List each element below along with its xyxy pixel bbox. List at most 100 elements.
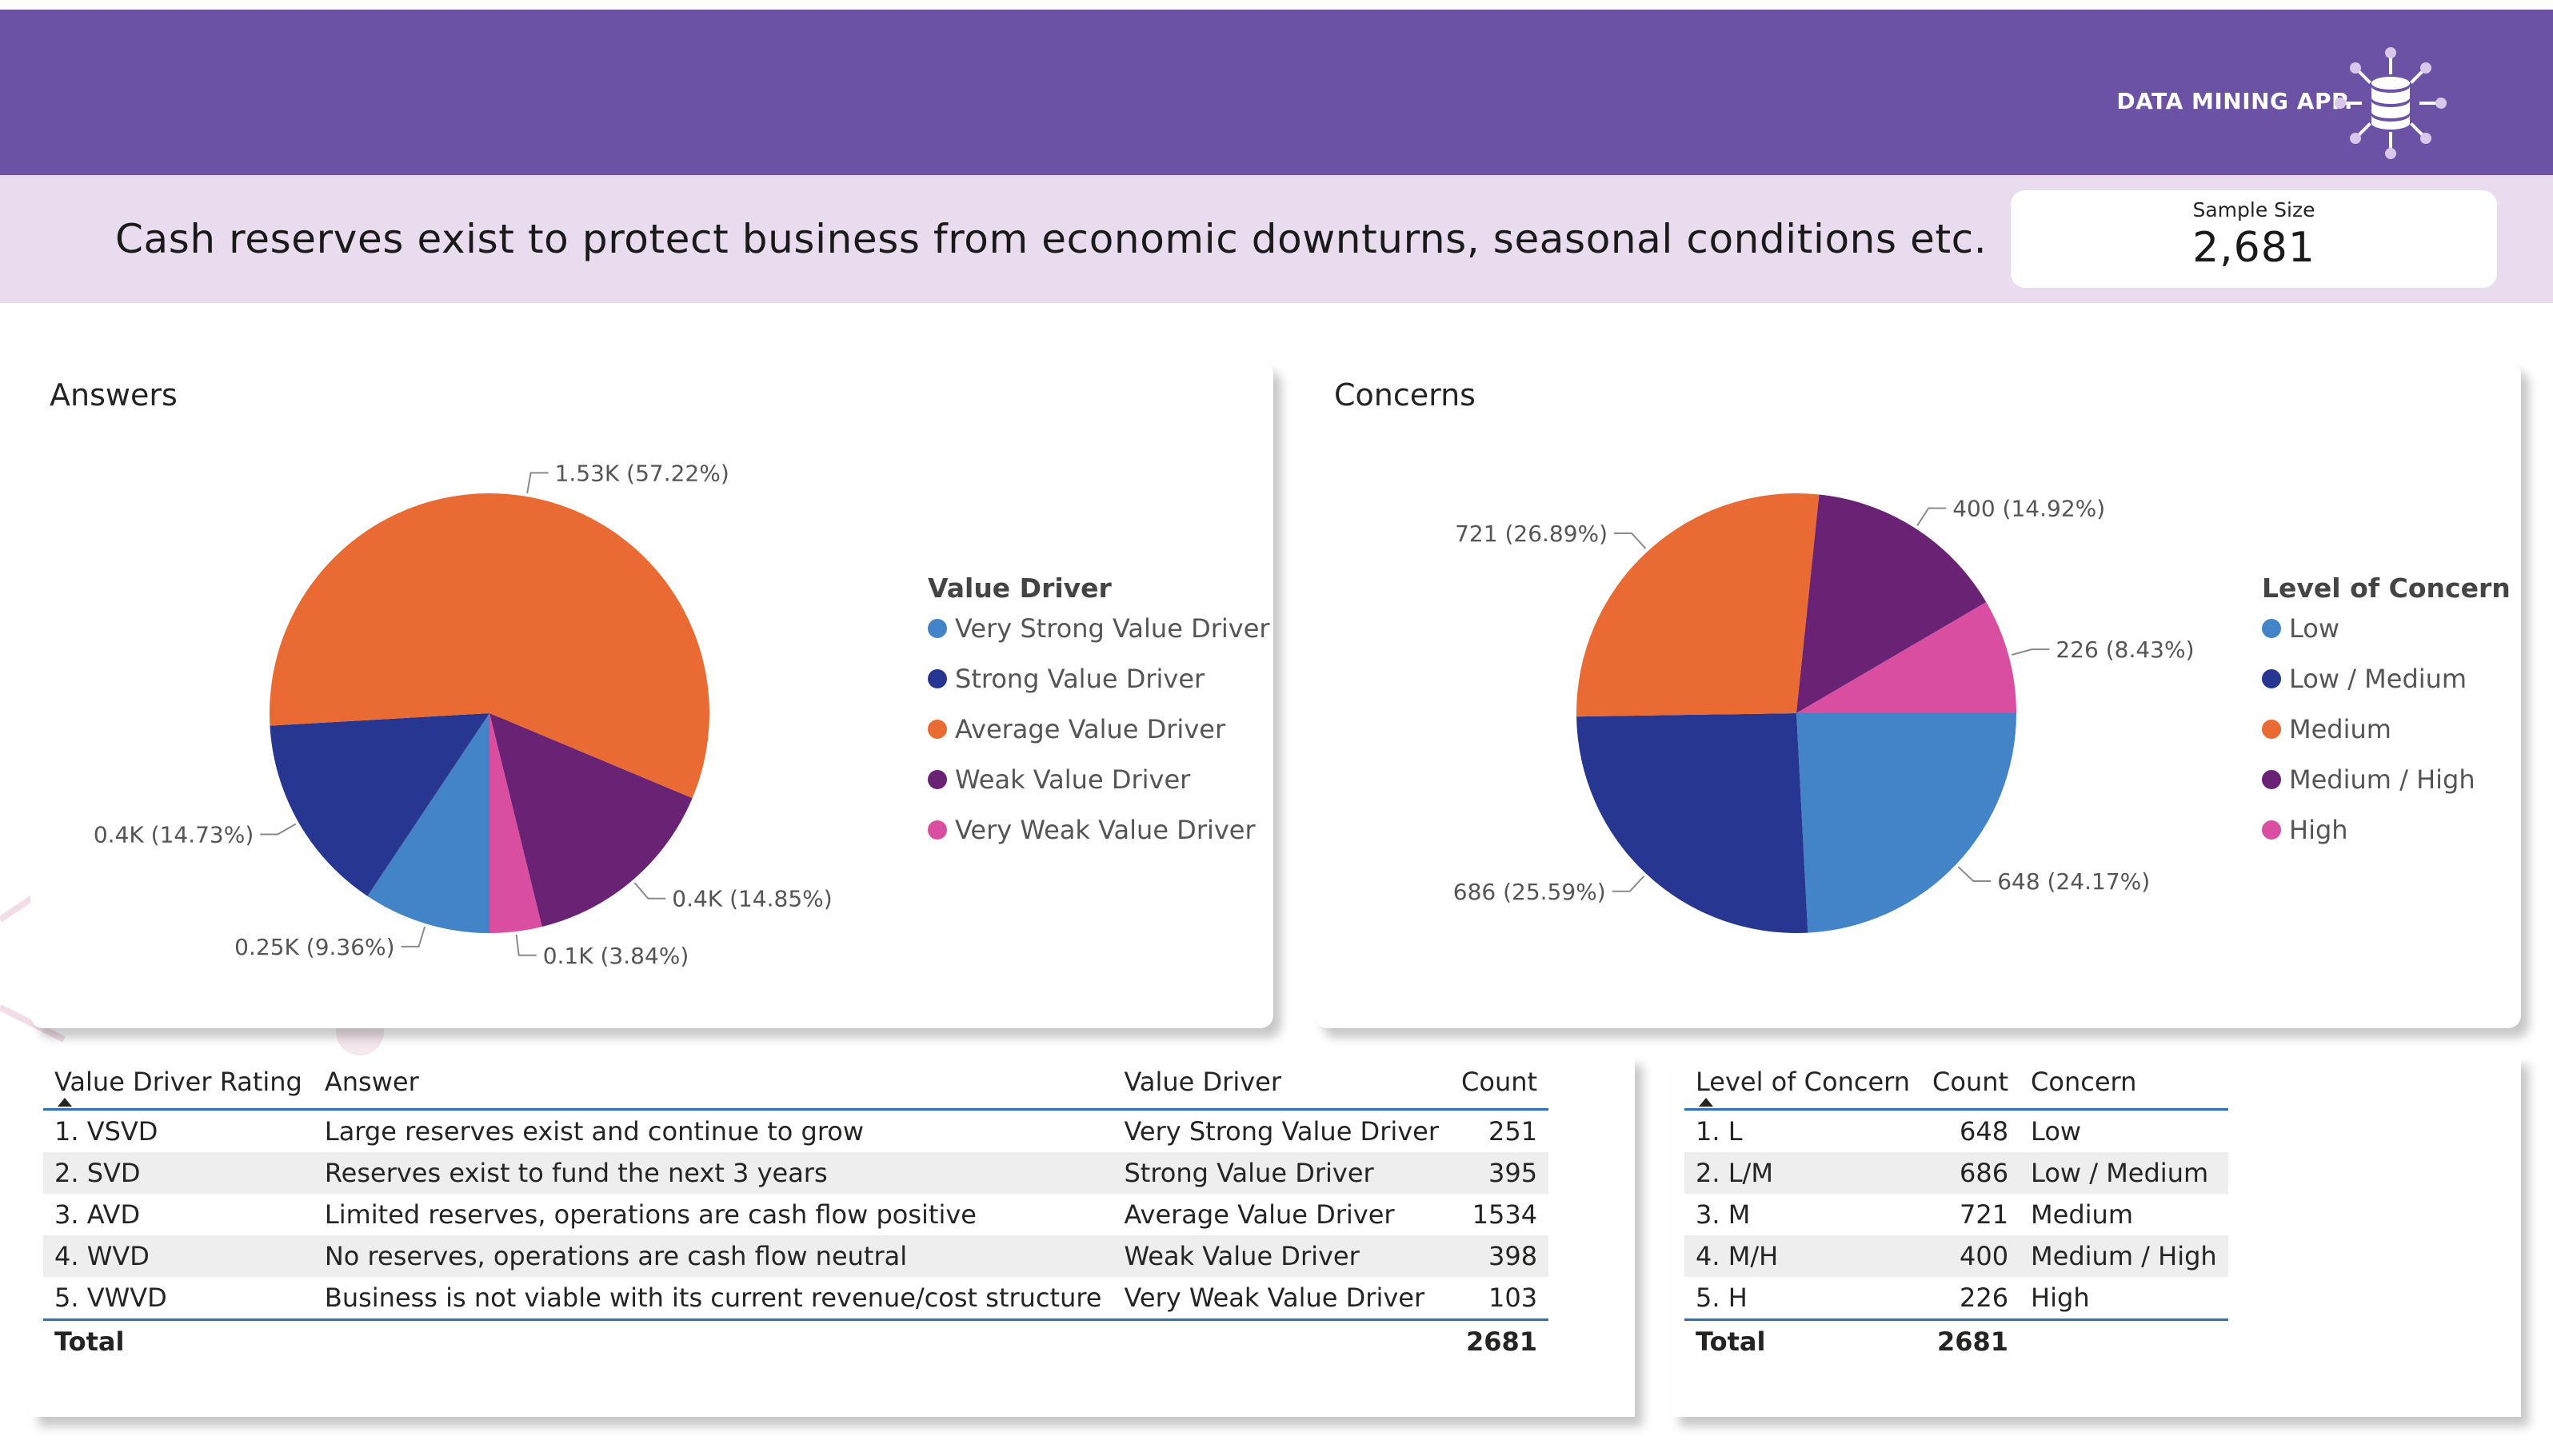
- table-header-row: Level of Concern Count Concern: [1684, 1055, 2228, 1110]
- legend-label: Weak Value Driver: [955, 764, 1191, 795]
- concerns-title: Concerns: [1334, 377, 1476, 413]
- cell-concern: High: [2031, 1282, 2090, 1313]
- answers-legend: Value Driver Very Strong Value Driver St…: [928, 572, 1270, 865]
- legend-marker: [928, 669, 947, 688]
- data-label: 721 (26.89%): [1455, 521, 1608, 547]
- answers-title: Answers: [50, 377, 178, 413]
- cell-rating: 5. VWVD: [54, 1282, 167, 1313]
- table-row[interactable]: 1. L 648 Low: [1684, 1110, 2228, 1153]
- concern-table-card: Level of Concern Count Concern 1. L 648 …: [1672, 1055, 2521, 1417]
- table-total-row: Total 2681: [1684, 1319, 2228, 1363]
- legend-label: Strong Value Driver: [955, 664, 1205, 694]
- cell-answer: No reserves, operations are cash flow ne…: [313, 1235, 1113, 1277]
- table-row[interactable]: 2. L/M 686 Low / Medium: [1684, 1152, 2228, 1194]
- legend-marker: [2262, 669, 2281, 688]
- leader-line: [1916, 507, 1947, 527]
- leader-line: [1612, 876, 1645, 892]
- sort-ascending-icon: [58, 1098, 72, 1107]
- legend-item[interactable]: Average Value Driver: [928, 714, 1270, 764]
- cell-value-driver: Very Strong Value Driver: [1124, 1116, 1440, 1147]
- table-row[interactable]: 4. M/H 400 Medium / High: [1684, 1235, 2228, 1277]
- cell-count: 721: [1959, 1199, 2009, 1230]
- legend-marker: [2262, 770, 2281, 789]
- legend-item[interactable]: Strong Value Driver: [928, 664, 1270, 714]
- table-row[interactable]: 5. VWVD Business is not viable with its …: [43, 1277, 1548, 1320]
- leader-line: [526, 472, 549, 494]
- cell-level: 3. M: [1696, 1199, 1751, 1230]
- sample-size-value: 2,681: [2192, 224, 2315, 272]
- legend-label: Low / Medium: [2289, 664, 2467, 694]
- data-label: 0.1K (3.84%): [543, 943, 689, 969]
- data-label: 686 (25.59%): [1453, 879, 1606, 905]
- legend-marker: [2262, 820, 2281, 840]
- table-header-row: Value Driver Rating Answer Value Driver …: [43, 1055, 1549, 1110]
- legend-item[interactable]: Very Weak Value Driver: [928, 815, 1270, 865]
- sample-size-card: Sample Size 2,681: [2011, 190, 2497, 288]
- cell-answer: Business is not viable with its current …: [324, 1282, 1102, 1313]
- legend-item[interactable]: High: [2262, 815, 2511, 865]
- pie-slice[interactable]: [489, 713, 693, 927]
- legend-label: Very Strong Value Driver: [955, 613, 1270, 644]
- pie-slice[interactable]: [1576, 493, 1820, 717]
- legend-label: Average Value Driver: [955, 714, 1226, 744]
- total-empty: [1113, 1320, 1450, 1363]
- table-row[interactable]: 5. H 226 High: [1684, 1277, 2228, 1320]
- legend-item[interactable]: Medium / High: [2262, 764, 2511, 815]
- cell-level: 1. L: [1696, 1116, 1743, 1147]
- pie-slice[interactable]: [489, 713, 542, 933]
- cell-concern: Low: [2031, 1116, 2082, 1147]
- total-empty: [314, 1320, 1113, 1363]
- legend-item[interactable]: Weak Value Driver: [928, 764, 1270, 815]
- total-label: Total: [54, 1326, 125, 1357]
- column-header-value-driver[interactable]: Value Driver: [1124, 1067, 1281, 1097]
- pie-slice[interactable]: [1796, 713, 2016, 933]
- cell-rating: 1. VSVD: [54, 1116, 158, 1147]
- leader-line: [401, 926, 426, 947]
- data-label: 1.53K (57.22%): [555, 460, 729, 486]
- table-row[interactable]: 1. VSVD Large reserves exist and continu…: [43, 1110, 1548, 1153]
- pie-slice[interactable]: [270, 493, 709, 799]
- legend-item[interactable]: Low: [2262, 613, 2511, 664]
- cell-answer: Limited reserves, operations are cash fl…: [324, 1199, 977, 1230]
- question-title: Cash reserves exist to protect business …: [115, 216, 1988, 262]
- column-header-count[interactable]: Count: [1461, 1067, 1538, 1097]
- column-header-level[interactable]: Level of Concern: [1684, 1055, 1921, 1110]
- total-value: 2681: [1936, 1326, 2009, 1357]
- column-header-count[interactable]: Count: [1932, 1067, 2009, 1097]
- table-row[interactable]: 3. AVD Limited reserves, operations are …: [43, 1194, 1548, 1235]
- legend-label: High: [2289, 815, 2348, 845]
- leader-line: [515, 934, 537, 956]
- cell-level: 2. L/M: [1684, 1152, 1922, 1194]
- value-driver-table-card: Value Driver Rating Answer Value Driver …: [30, 1055, 1635, 1417]
- data-label: 0.4K (14.73%): [94, 821, 254, 848]
- legend-title: Level of Concern: [2262, 572, 2511, 604]
- pie-slice[interactable]: [367, 713, 489, 933]
- cell-rating: 2. SVD: [43, 1152, 314, 1194]
- legend-marker: [928, 770, 947, 789]
- concerns-card: Concerns 648 (24.17%) 686 (25.59%) 721 (26…: [1315, 361, 2521, 1028]
- cell-answer: Reserves exist to fund the next 3 years: [313, 1152, 1113, 1194]
- database-network-icon: [2335, 47, 2447, 159]
- legend-marker: [2262, 619, 2281, 638]
- cell-count: 398: [1450, 1235, 1549, 1277]
- legend-title: Value Driver: [928, 572, 1112, 604]
- legend-item[interactable]: Medium: [2262, 714, 2511, 764]
- table-row[interactable]: 4. WVD No reserves, operations are cash …: [43, 1235, 1549, 1277]
- legend-item[interactable]: Very Strong Value Driver: [928, 613, 1270, 664]
- legend-item[interactable]: Low / Medium: [2262, 664, 2511, 714]
- cell-value-driver: Very Weak Value Driver: [1124, 1282, 1425, 1313]
- table-row[interactable]: 3. M 721 Medium: [1684, 1194, 2228, 1235]
- pie-slice[interactable]: [1796, 602, 2016, 713]
- leader-line: [633, 882, 666, 900]
- column-header-concern[interactable]: Concern: [2031, 1067, 2137, 1097]
- cell-count: 103: [1488, 1282, 1538, 1313]
- pie-slice[interactable]: [270, 713, 489, 896]
- column-header-rating[interactable]: Value Driver Rating: [43, 1055, 314, 1110]
- cell-level: 5. H: [1696, 1282, 1748, 1313]
- pie-slice[interactable]: [1796, 494, 1987, 713]
- concern-table: Level of Concern Count Concern 1. L 648 …: [1684, 1055, 2228, 1362]
- pie-slice[interactable]: [1576, 713, 1808, 933]
- table-row[interactable]: 2. SVD Reserves exist to fund the next 3…: [43, 1152, 1549, 1194]
- cell-rating: 4. WVD: [43, 1235, 314, 1277]
- column-header-answer[interactable]: Answer: [324, 1067, 419, 1097]
